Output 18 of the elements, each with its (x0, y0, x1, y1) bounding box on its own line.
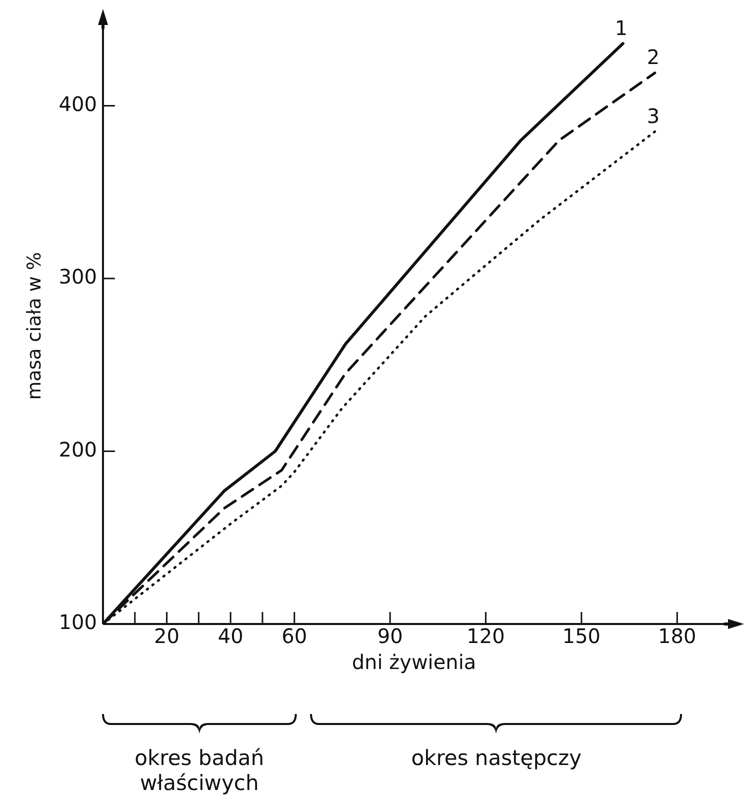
y-tick-label: 400 (58, 92, 97, 116)
y-tick-label: 200 (58, 437, 97, 462)
x-tick-label: 150 (562, 624, 601, 648)
x-tick-label: 40 (218, 624, 244, 648)
x-tick-label: 180 (658, 624, 696, 648)
series-label: 1 (614, 16, 628, 40)
x-tick-label: 90 (377, 624, 403, 648)
series-label: 2 (646, 45, 660, 70)
text: okres badań właściwych (134, 746, 266, 796)
y-axis-title: masa ciała w % (23, 252, 46, 400)
text: okres następczy (410, 746, 583, 771)
x-tick-label: 20 (154, 624, 180, 648)
x-axis-title: dni żywienia (352, 650, 476, 674)
y-tick-label: 100 (58, 610, 97, 634)
series-label: 3 (646, 104, 660, 128)
x-tick-label: 60 (282, 624, 308, 648)
x-tick-label: 120 (466, 624, 505, 648)
y-tick-label: 300 (58, 264, 97, 289)
